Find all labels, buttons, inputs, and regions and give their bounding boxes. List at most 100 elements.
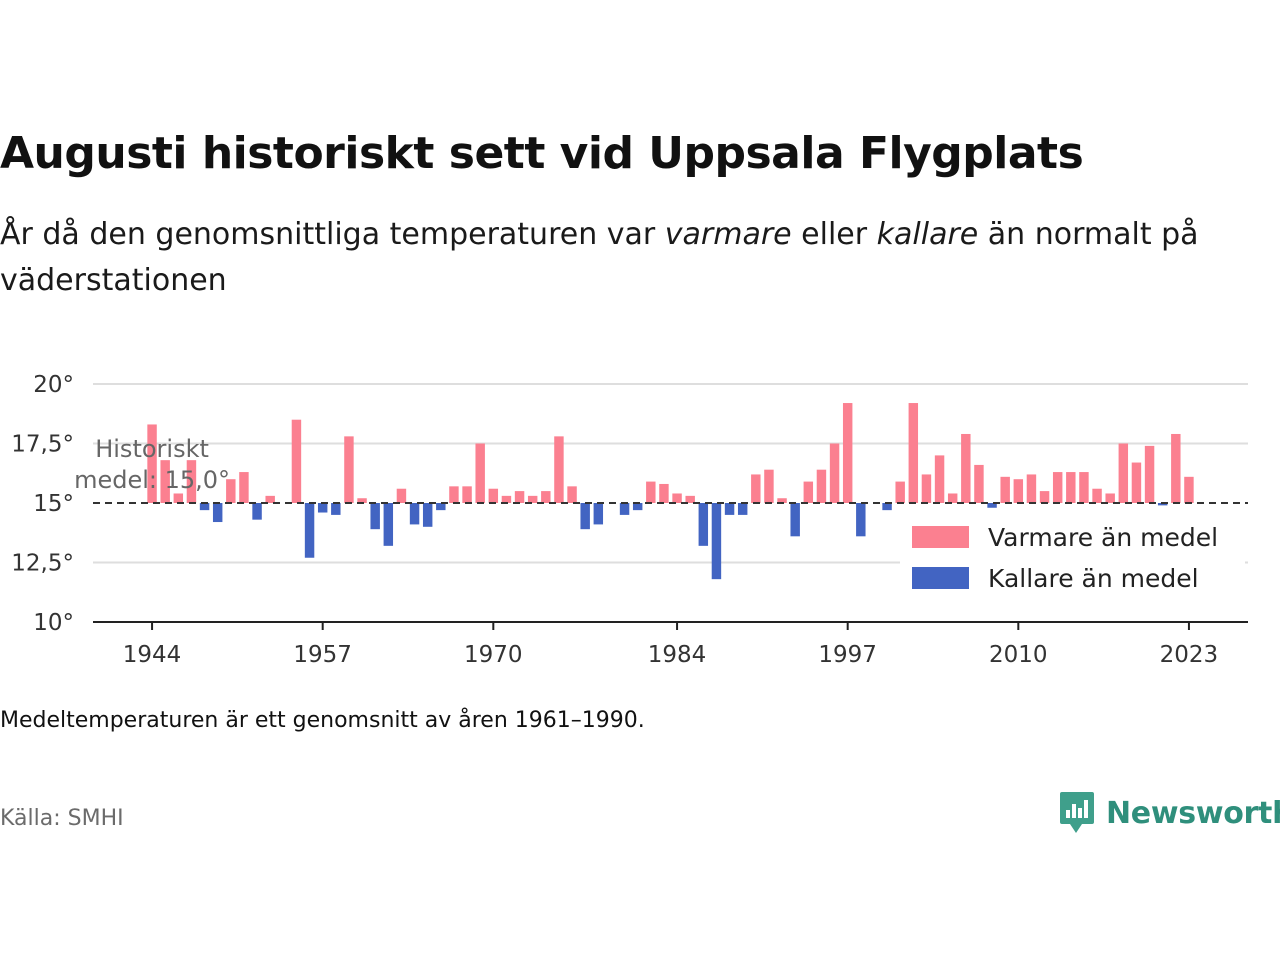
- bar-warmer: [1105, 493, 1115, 503]
- bar-warmer: [1131, 462, 1142, 503]
- bar-warmer: [567, 486, 577, 503]
- x-tick-label: 2023: [1160, 642, 1219, 668]
- bar-warmer: [186, 460, 197, 503]
- bar-colder: [987, 503, 997, 508]
- bar-colder: [737, 503, 748, 515]
- x-tick-label: 1944: [123, 642, 182, 668]
- legend-swatch: [912, 526, 969, 548]
- bar-warmer: [1171, 433, 1181, 503]
- bar-warmer: [764, 469, 774, 503]
- bar-warmer: [265, 495, 275, 503]
- bar-warmer: [160, 460, 170, 503]
- legend-label: Kallare än medel: [988, 564, 1199, 593]
- x-tick-label: 2010: [989, 642, 1048, 668]
- legend: Varmare än medel Kallare än medel: [900, 512, 1245, 596]
- bar-warmer: [1052, 472, 1063, 503]
- bar-warmer: [449, 486, 459, 503]
- bar-warmer: [239, 472, 249, 503]
- bar-colder: [619, 503, 630, 515]
- bar-warmer: [1092, 488, 1102, 503]
- bar-warmer: [961, 433, 971, 503]
- bar-warmer: [501, 495, 512, 503]
- bar-colder: [409, 503, 420, 525]
- bar-colder: [856, 503, 866, 537]
- baseline-annotation: Historiskt: [95, 435, 209, 463]
- temperature-bar-chart: Historiskt medel: 15,0° 10° 12,5° 15° 17,5° 2…: [11, 372, 1248, 668]
- bar-warmer: [462, 486, 472, 503]
- bar-warmer: [173, 493, 184, 503]
- bar-colder: [331, 503, 341, 515]
- footnote: Medeltemperaturen är ett genomsnitt av å…: [0, 708, 645, 733]
- newsworthy-logo-icon: [1060, 792, 1094, 833]
- y-tick-label: 15°: [33, 491, 74, 517]
- bar-warmer: [777, 498, 787, 503]
- y-axis: 10° 12,5° 15° 17,5° 20°: [11, 372, 74, 636]
- bar-colder: [1157, 503, 1168, 506]
- bar-colder: [580, 503, 590, 530]
- bar-warmer: [816, 469, 827, 503]
- bar-warmer: [947, 493, 958, 503]
- bar-warmer: [895, 481, 905, 503]
- x-tick-label: 1970: [464, 642, 523, 668]
- bar-warmer: [541, 491, 551, 503]
- bar-warmer: [357, 498, 367, 503]
- bar-colder: [370, 503, 380, 530]
- bar-warmer: [908, 403, 919, 503]
- bar-warmer: [1144, 445, 1155, 503]
- bar-warmer: [527, 495, 538, 503]
- bar-warmer: [1184, 476, 1194, 503]
- bar-warmer: [1118, 443, 1129, 503]
- bar-warmer: [921, 474, 932, 503]
- bar-warmer: [1000, 476, 1010, 503]
- subtitle-text-1: År då den genomsnittliga temperaturen va…: [0, 217, 665, 252]
- legend-swatch: [912, 567, 969, 589]
- bar-warmer: [1013, 479, 1024, 503]
- subtitle-emphasis-colder: kallare: [876, 217, 979, 252]
- bar-colder: [882, 503, 892, 511]
- bar-colder: [436, 503, 446, 511]
- x-tick-label: 1997: [818, 642, 877, 668]
- bar-colder: [711, 503, 722, 580]
- bar-warmer: [1026, 474, 1037, 503]
- bar-warmer: [829, 443, 840, 503]
- chart-title: Augusti historiskt sett vid Uppsala Flyg…: [0, 128, 1084, 179]
- bar-warmer: [751, 474, 761, 503]
- bar-warmer: [291, 419, 302, 503]
- bar-warmer: [934, 455, 945, 503]
- source-label: Källa: SMHI: [0, 806, 124, 831]
- bar-warmer: [672, 493, 682, 503]
- bar-warmer: [659, 483, 669, 503]
- bar-colder: [199, 503, 210, 511]
- bar-warmer: [554, 436, 564, 503]
- subtitle-emphasis-warmer: varmare: [664, 217, 792, 252]
- brand-name: Newsworthy: [1106, 795, 1280, 831]
- bar-warmer: [226, 479, 236, 503]
- x-tick-label: 1984: [648, 642, 707, 668]
- bar-colder: [304, 503, 315, 558]
- subtitle-text-2: eller: [791, 217, 877, 252]
- bar-colder: [698, 503, 709, 546]
- bar-colder: [383, 503, 394, 546]
- subtitle-text-3: än normalt på väderstationen: [0, 217, 1199, 298]
- chart-subtitle: År då den genomsnittliga temperaturen va…: [0, 212, 1240, 304]
- y-tick-label: 20°: [33, 372, 74, 398]
- bar-colder: [212, 503, 223, 523]
- bar-warmer: [1079, 472, 1089, 503]
- baseline-annotation: medel: 15,0°: [74, 466, 230, 494]
- bar-group: [147, 403, 1194, 580]
- bar-colder: [317, 503, 328, 513]
- bar-warmer: [974, 464, 984, 503]
- y-tick-label: 17,5°: [11, 432, 74, 458]
- bar-warmer: [475, 443, 485, 503]
- bar-warmer: [1066, 472, 1076, 503]
- bar-warmer: [396, 488, 407, 503]
- bar-colder: [632, 503, 643, 511]
- bar-colder: [593, 503, 604, 525]
- brand-logo: Newsworthy: [1058, 790, 1280, 836]
- y-tick-label: 12,5°: [11, 551, 74, 577]
- y-tick-label: 10°: [33, 610, 74, 636]
- bar-colder: [252, 503, 262, 520]
- baseline-group: Historiskt medel: 15,0°: [74, 435, 1248, 504]
- bar-warmer: [147, 424, 157, 503]
- bar-warmer: [803, 481, 814, 503]
